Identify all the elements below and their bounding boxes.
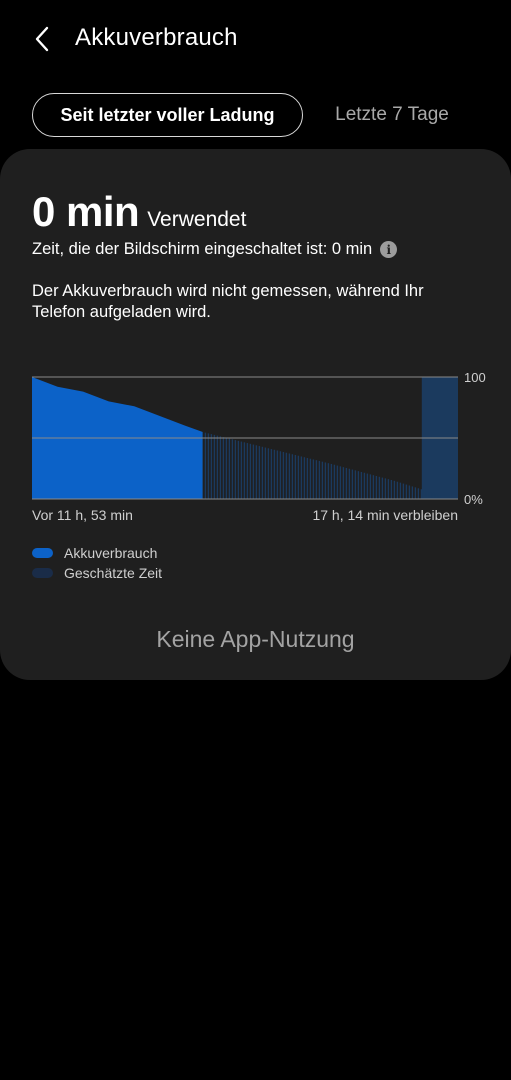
charging-note: Der Akkuverbrauch wird nicht gemessen, w…: [32, 282, 424, 321]
screen-on-time-text: Zeit, die der Bildschirm eingeschaltet i…: [32, 240, 373, 258]
tab-last-7-days[interactable]: Letzte 7 Tage: [335, 104, 449, 125]
usage-value: 0 min: [32, 188, 140, 235]
legend-label-battery-usage: Akkuverbrauch: [64, 545, 158, 561]
legend-label-estimated-time: Geschätzte Zeit: [64, 565, 163, 581]
legend-swatch-estimated-time: [32, 568, 53, 578]
y-tick-label: 100: [464, 370, 486, 385]
y-tick-label: 0%: [464, 492, 483, 507]
info-icon[interactable]: i: [380, 241, 398, 258]
legend-item-estimated-time: Geschätzte Zeit: [32, 563, 162, 583]
period-tabs: Seit letzter voller Ladung Letzte 7 Tage: [0, 92, 511, 142]
app-header: Akkuverbrauch: [0, 0, 511, 80]
tab-since-last-full-charge[interactable]: Seit letzter voller Ladung: [32, 93, 303, 137]
legend-swatch-battery-usage: [32, 548, 53, 558]
battery-chart: 100 0%: [32, 370, 486, 507]
chart-legend: Akkuverbrauch Geschätzte Zeit: [32, 543, 162, 583]
page-title: Akkuverbrauch: [75, 24, 238, 51]
usage-label: Verwendet: [147, 208, 247, 231]
back-button[interactable]: [26, 20, 58, 58]
chevron-left-icon: [35, 26, 49, 52]
legend-item-battery-usage: Akkuverbrauch: [32, 543, 162, 563]
screen-on-time: Zeit, die der Bildschirm eingeschaltet i…: [32, 240, 398, 259]
x-axis-end-label: 17 h, 14 min verbleiben: [312, 507, 458, 523]
no-app-usage-message: Keine App-Nutzung: [156, 626, 355, 652]
x-axis-start-label: Vor 11 h, 53 min: [32, 507, 133, 523]
usage-summary: 0 min Verwendet: [32, 188, 246, 236]
